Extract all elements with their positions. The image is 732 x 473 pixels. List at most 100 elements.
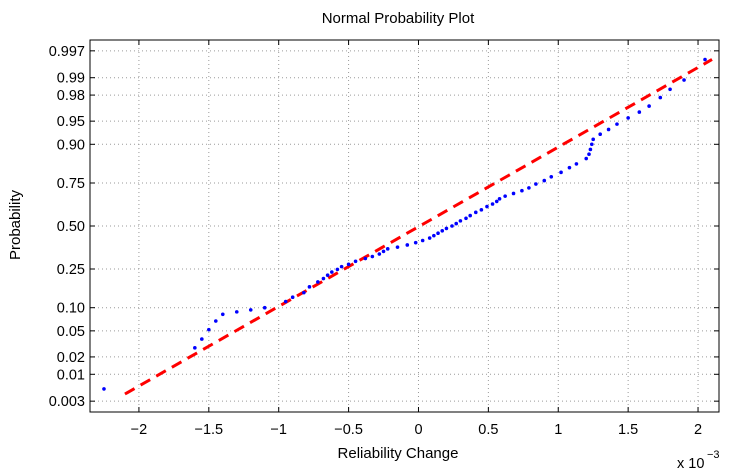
data-point: [346, 262, 351, 267]
data-point: [353, 259, 358, 264]
reference-line: [124, 58, 713, 396]
data-point: [647, 104, 651, 108]
data-point: [703, 57, 707, 62]
data-point: [193, 346, 197, 350]
y-axis-label: Probability: [7, 189, 24, 260]
data-point: [405, 243, 410, 247]
data-point: [511, 191, 516, 196]
data-point: [464, 216, 468, 221]
data-point: [436, 231, 440, 236]
chart-title: Normal Probability Plot: [322, 10, 475, 27]
x-tick-label: 0: [414, 422, 422, 438]
data-point: [584, 156, 589, 161]
data-point: [370, 254, 375, 259]
data-point: [262, 305, 267, 310]
plot-frame: [89, 39, 720, 413]
data-point: [454, 221, 459, 226]
data-point: [330, 270, 334, 274]
data-point: [214, 319, 218, 323]
data-point: [591, 137, 595, 142]
data-point: [450, 224, 454, 228]
y-tick-label: 0.75: [57, 176, 85, 192]
y-tick-label: 0.997: [49, 44, 85, 60]
y-tick-labels: 0.003 0.010.02 0.05 0.10 0.25 0.50 0.75 0.90 0.9…: [49, 44, 85, 410]
data-point: [559, 170, 563, 175]
data-point: [325, 273, 330, 278]
data-point: [479, 208, 484, 212]
y-tick-label: 0.50: [57, 219, 85, 235]
x-tick-labels: −2 −1.5 −1 −0.5 0 0.5 1 1.5 2: [131, 422, 702, 438]
data-point: [606, 127, 611, 132]
data-point: [534, 182, 538, 186]
data-point: [567, 165, 572, 170]
x-multiplier: x 10 −3: [677, 449, 720, 472]
x-tick-label: −1: [270, 422, 287, 438]
data-point: [395, 245, 400, 249]
data-point: [658, 95, 663, 100]
x-axis-label: Reliability Change: [338, 445, 459, 462]
x-tick-label: −0.5: [334, 422, 363, 438]
data-point: [321, 276, 326, 281]
data-point: [283, 299, 288, 304]
x-tick-label: 2: [694, 422, 702, 438]
y-tick-label: 0.05: [57, 324, 85, 340]
data-point: [440, 228, 445, 233]
x-multiplier-base: x 10: [677, 456, 704, 472]
data-point: [637, 110, 642, 114]
x-tick-label: 1: [554, 422, 562, 438]
data-point: [381, 249, 386, 254]
data-point: [385, 247, 390, 251]
data-point: [497, 197, 502, 201]
data-point: [549, 174, 554, 179]
y-tick-label: 0.01: [57, 367, 85, 383]
y-tick-label: 0.95: [57, 114, 85, 130]
data-point: [316, 280, 320, 284]
y-tick-label: 0.25: [57, 262, 85, 278]
data-points-layer: [102, 57, 707, 391]
data-point: [520, 188, 524, 193]
data-point: [587, 152, 591, 156]
y-tick-label: 0.003: [49, 394, 85, 410]
data-point: [307, 285, 312, 289]
data-point: [220, 312, 225, 317]
data-point: [339, 264, 344, 269]
y-tick-label: 0.98: [57, 88, 85, 104]
axis-ticks: [90, 40, 719, 412]
x-tick-label: −1.5: [194, 422, 223, 438]
data-point: [234, 310, 239, 314]
data-point: [302, 290, 306, 295]
data-point: [598, 132, 602, 137]
data-point: [102, 387, 106, 391]
data-point: [527, 186, 531, 190]
data-point: [444, 226, 449, 231]
data-point: [335, 267, 340, 272]
y-tick-label: 0.90: [57, 137, 85, 153]
y-tick-label: 0.10: [57, 301, 85, 317]
data-point: [542, 178, 547, 183]
data-point: [473, 210, 478, 215]
data-point: [588, 147, 593, 152]
data-point: [432, 233, 436, 238]
x-tick-label: 0.5: [478, 422, 498, 438]
data-point: [458, 219, 463, 223]
data-point: [363, 256, 368, 261]
data-point: [615, 122, 619, 126]
data-point: [200, 337, 204, 341]
data-point: [503, 194, 507, 198]
data-point: [494, 199, 499, 204]
data-point: [248, 308, 253, 312]
data-point: [574, 162, 579, 166]
y-tick-label: 0.99: [57, 71, 85, 87]
data-point: [626, 116, 630, 120]
y-tick-label: 0.02: [57, 350, 85, 366]
reference-line-layer: [124, 58, 713, 396]
data-point: [290, 295, 295, 300]
data-point: [590, 142, 594, 147]
x-tick-label: −2: [131, 422, 148, 438]
x-multiplier-exponent: −3: [707, 449, 720, 461]
data-point: [682, 78, 686, 82]
data-point: [377, 252, 382, 256]
data-point: [207, 327, 211, 332]
